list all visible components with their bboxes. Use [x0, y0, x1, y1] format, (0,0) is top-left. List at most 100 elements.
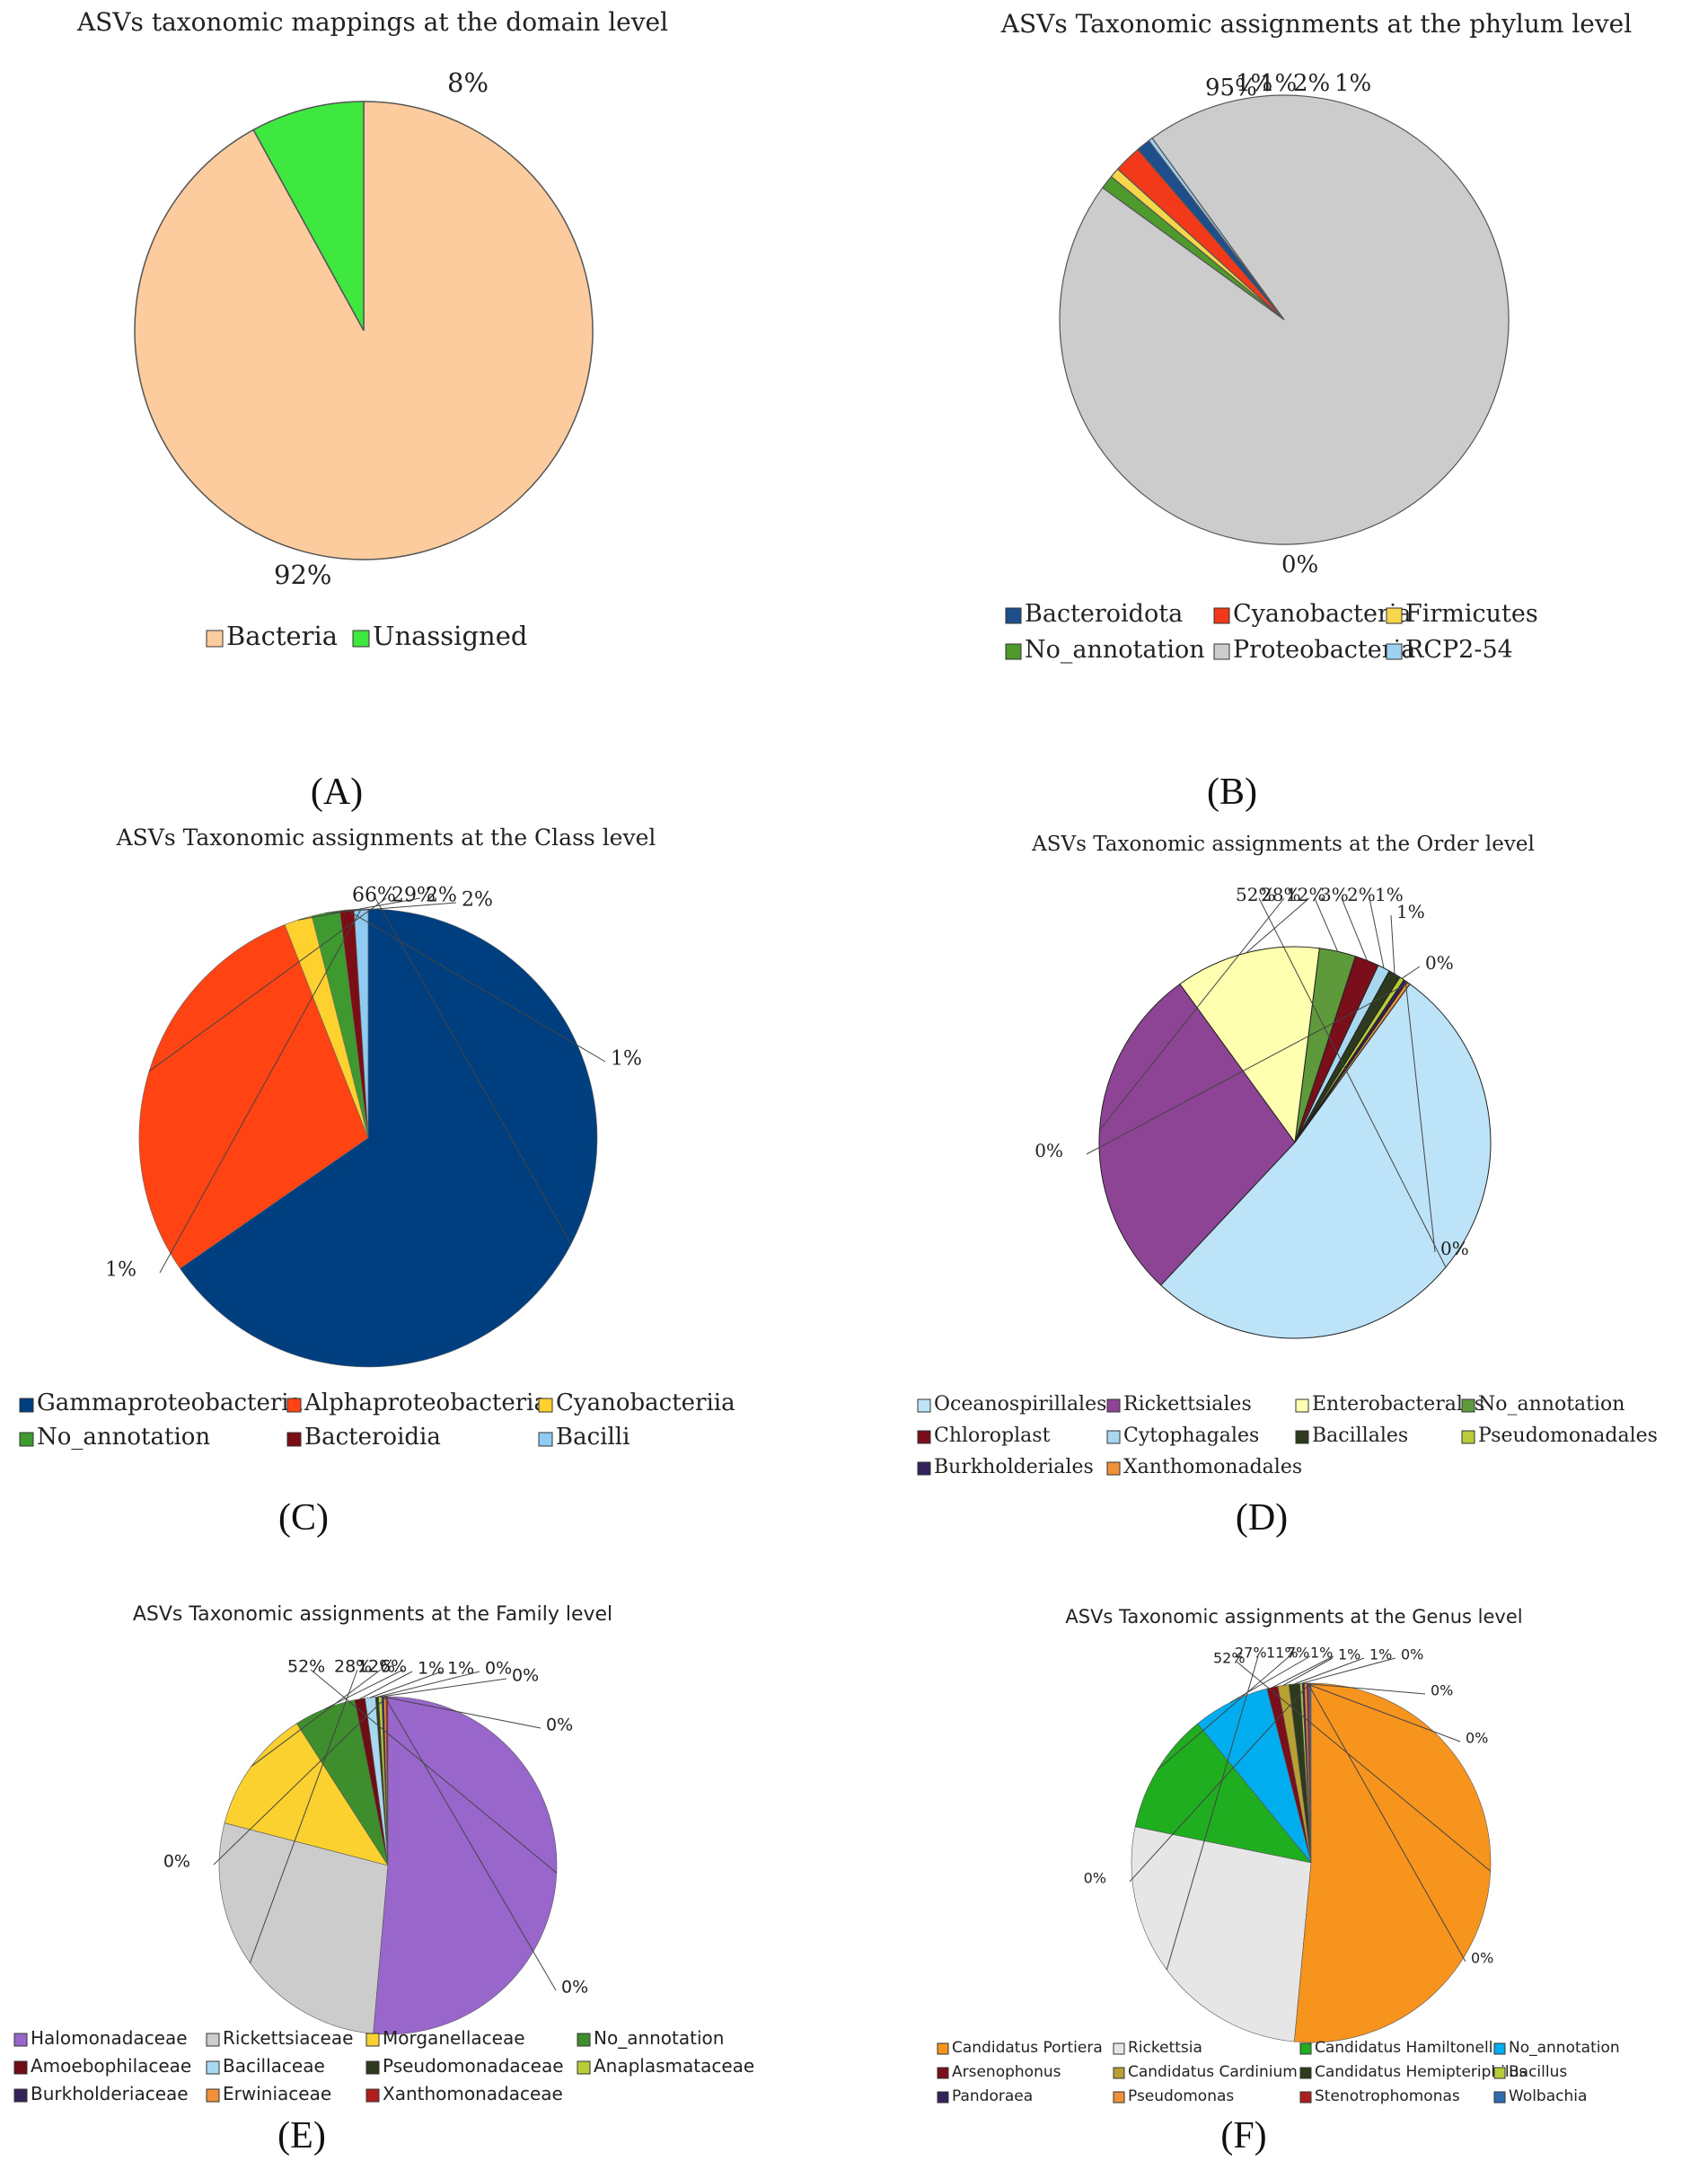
leader-line [1157, 1655, 1290, 1770]
chart-domain-level: ASVs taxonomic mappings at the domain le… [0, 0, 853, 683]
leader-line [1369, 897, 1385, 968]
slice-label-candidatus-cardinium: 1% [1338, 1646, 1360, 1663]
legend-swatch [937, 2067, 949, 2079]
legend-item-oceanospirillales: Oceanospirillales [917, 1393, 1106, 1416]
legend-item-bacillales: Bacillales [1295, 1425, 1408, 1447]
legend-swatch [286, 1432, 302, 1447]
slice-label-anaplasmataceae: 0% [512, 1666, 539, 1686]
legend-label: Proteobacteria [1233, 636, 1415, 664]
legend-item-bacteroidota: Bacteroidota [1005, 600, 1183, 628]
legend-label: Bacillus [1509, 2063, 1567, 2081]
legend-item-no-annotation: No_annotation [19, 1424, 210, 1451]
legend: Halomonadaceae Rickettsiaceae Morganellace… [13, 2027, 754, 2104]
leader-line [1294, 1657, 1365, 1685]
legend-label: Chloroplast [934, 1425, 1051, 1447]
legend-swatch [13, 2088, 28, 2103]
legend-swatch [1386, 607, 1403, 624]
leader-line [1282, 1657, 1334, 1686]
legend-item-cytophagales: Cytophagales [1106, 1425, 1259, 1447]
legend-label: No_annotation [594, 2027, 724, 2049]
slice-label-candidatus-hamiltonella: 11% [1266, 1645, 1299, 1662]
legend-label: Firmicutes [1405, 600, 1538, 628]
legend-item-pandoraea: Pandoraea [937, 2087, 1033, 2105]
slice-label-cyanobacteriia: 2% [426, 885, 457, 907]
slice-label-burkholderiales: 0% [1440, 1238, 1469, 1259]
slice-label-xanthomonadaceae: 0% [163, 1852, 190, 1872]
legend-item-pseudomonadales: Pseudomonadales [1461, 1425, 1658, 1447]
legend-item-alphaproteobacteria: Alphaproteobacteria [286, 1389, 548, 1416]
slice-label-unassigned: 8% [447, 67, 489, 98]
legend-item-morganellaceae: Morganellaceae [365, 2027, 525, 2049]
legend-label: Wolbachia [1509, 2087, 1587, 2105]
legend-item-no-annotation: No_annotation [1005, 636, 1205, 664]
slice-label-rickettsiaceae: 28% [334, 1657, 372, 1677]
slice-label-no-annotation: 1% [1236, 70, 1272, 97]
slice-labels: 0%1%2%1%1%95% [1205, 70, 1371, 578]
legend-label: Candidatus Hamiltonella [1315, 2039, 1502, 2057]
legend-item-bacteria: Bacteria [206, 621, 338, 651]
legend-item-pseudomonas: Pseudomonas [1113, 2087, 1234, 2105]
legend-swatch [937, 2091, 949, 2104]
legend-item-bacillaceae: Bacillaceae [206, 2055, 325, 2077]
chart-title: ASVs Taxonomic assignments at the Order … [1032, 833, 1535, 856]
slice-label-bacillaceae: 1% [447, 1659, 474, 1679]
leader-line [383, 1696, 541, 1729]
chart-title: ASVs taxonomic mappings at the domain le… [76, 7, 669, 37]
pie-chart-svg: 0%1%2%1%1%95%Bacteroidota CyanobacteriaFi… [1005, 70, 1538, 664]
legend-item-burkholderiaceae: Burkholderiaceae [13, 2083, 189, 2104]
legend-swatch [365, 2033, 380, 2047]
panel-letter: (D) [1235, 1497, 1289, 1539]
leader-line [359, 1671, 413, 1700]
legend-label: Amoebophilaceae [31, 2055, 191, 2077]
chart-title: ASVs Taxonomic assignments at the Family… [132, 1603, 613, 1626]
legend-item-erwiniaceae: Erwiniaceae [206, 2083, 331, 2104]
legend-item-gammaproteobacteria: Gammaproteobacteria [19, 1389, 303, 1416]
leader-line [1314, 897, 1339, 952]
slice-label-bacillales: 1% [1396, 901, 1425, 922]
slice-labels: 92% 8% [274, 67, 489, 590]
legend-label: Burkholderiaceae [31, 2083, 189, 2104]
leader-line [1341, 897, 1368, 961]
legend-swatch [1299, 2067, 1312, 2079]
leader-line [148, 897, 387, 1072]
leader-line [346, 909, 606, 1063]
legend-label: Pseudomonadaceae [383, 2055, 564, 2077]
legend-swatch [1213, 643, 1230, 660]
legend: Gammaproteobacteria Alphaproteobacteria Cy… [19, 1389, 735, 1451]
legend-label: Pseudomonas [1128, 2087, 1234, 2105]
legend-swatch [1106, 1430, 1121, 1444]
pie-chart-svg: 92% 8% Bacteria Unassigned [134, 67, 594, 651]
slice-label-no-annotation: 7% [1287, 1645, 1309, 1662]
legend-item-amoebophilaceae: Amoebophilaceae [13, 2055, 191, 2077]
pie-slices [218, 1696, 558, 2035]
legend-item-candidatus-portiera: Candidatus Portiera [937, 2039, 1103, 2057]
legend-item-pseudomonadaceae: Pseudomonadaceae [365, 2055, 564, 2077]
slice-label-proteobacteria: 95% [1205, 75, 1257, 101]
legend-item-stenotrophomonas: Stenotrophomonas [1299, 2087, 1460, 2105]
legend-swatch [1005, 643, 1022, 660]
slice-label-rickettsiales: 28% [1261, 884, 1300, 905]
legend-swatch [917, 1430, 931, 1444]
legend-swatch [917, 1398, 931, 1413]
legend-swatch [538, 1398, 553, 1413]
slice-label-bacteria: 92% [274, 560, 331, 590]
legend-label: Bacteroidia [304, 1424, 441, 1451]
leader-line [1229, 1655, 1311, 1703]
legend-swatch [19, 1432, 34, 1447]
legend-label: Xanthomonadaceae [383, 2083, 563, 2104]
panel-letter: (B) [1207, 772, 1257, 813]
legend-swatch [538, 1432, 553, 1447]
legend-item-proteobacteria: Proteobacteria [1213, 636, 1415, 664]
legend-item-rickettsiaceae: Rickettsiaceae [206, 2027, 353, 2049]
legend-item-chloroplast: Chloroplast [917, 1425, 1051, 1447]
legend-item-no-annotation: No_annotation [1493, 2039, 1620, 2057]
leader-line [384, 1696, 557, 1991]
legend-label: Pseudomonadales [1478, 1425, 1658, 1447]
slice-rickettsia [1131, 1826, 1312, 2042]
legend-swatch [1461, 1398, 1475, 1413]
legend-label: Candidatus Portiera [952, 2039, 1103, 2057]
legend-label: Morganellaceae [383, 2027, 525, 2049]
legend-swatch [206, 2088, 220, 2103]
pie-slices [1059, 94, 1510, 545]
legend-item-candidatus-hemipteriphilus: Candidatus Hemipteriphilus [1299, 2063, 1527, 2081]
